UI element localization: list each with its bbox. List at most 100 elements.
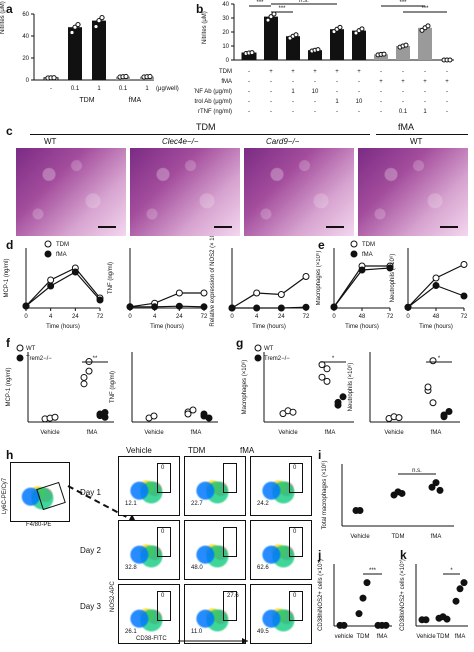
- flow-gate-value-bottom: 32.8: [125, 565, 137, 571]
- g-legend-label-trem2: Trem2−/−: [264, 356, 290, 362]
- panel-j: CD38hiNOS2+ cells (×10⁵) vehicle TDM fMA ***: [316, 546, 400, 647]
- g-legend-label-wt: WT: [264, 346, 274, 352]
- d-x-tick-label: 72: [97, 314, 104, 320]
- b-row-label: rTNF (ng/ml): [198, 109, 232, 115]
- d-series-point: [277, 291, 285, 298]
- a-point: [123, 73, 129, 80]
- a-y-tick-label: 40: [22, 34, 29, 40]
- panel-a-y-label: Nitrites (μM): [0, 1, 6, 34]
- b-row-value: -: [248, 99, 250, 105]
- d-legend-marker-tdm: [44, 240, 52, 248]
- j-sig-text: ***: [369, 568, 377, 574]
- j-point: [355, 610, 363, 618]
- b-row-value: +: [313, 69, 317, 75]
- b-row-value: -: [424, 89, 426, 95]
- f-legend-marker-trem2: [16, 354, 24, 362]
- b-sig-text: ***: [278, 6, 286, 12]
- d-y-label: Relative expression of NOS2 (× 10⁴): [209, 236, 216, 327]
- b-row-value: 1: [291, 89, 295, 95]
- j-x-label: vehicle: [335, 634, 354, 640]
- panel-i-chart: Total macrophages (×10⁶) Vehicle TDM fMA n.s…: [321, 460, 454, 540]
- b-bar: [308, 50, 322, 60]
- gating-x-label: F4/80-PE: [26, 522, 52, 528]
- g-point: [318, 373, 326, 381]
- b-row-value: -: [380, 69, 382, 75]
- f-point: [80, 380, 88, 388]
- b-bar: [374, 54, 388, 60]
- b-row-value: -: [248, 69, 250, 75]
- b-y-tick-label: 40: [222, 2, 229, 8]
- f-point: [51, 413, 59, 421]
- panel-k-chart: CD38loNOS2+ cells (×10⁵) Vehicle TDM fMA *: [399, 559, 468, 640]
- h-col-tdm: TDM: [188, 446, 206, 455]
- b-row-value: -: [446, 89, 448, 95]
- a-y-tick-label: 0: [26, 78, 30, 84]
- f-point: [184, 410, 192, 418]
- flow-plot: 0 26.1: [118, 584, 180, 644]
- flow-plot: 22.7: [184, 456, 246, 516]
- b-y-tick-label: 20: [222, 30, 229, 36]
- g-point: [289, 408, 297, 416]
- panel-c-divider-tdm: [30, 134, 370, 135]
- b-row-value: +: [269, 69, 273, 75]
- b-bar: [418, 27, 432, 60]
- i-x-label: TDM: [392, 534, 405, 540]
- b-row-value: +: [291, 69, 295, 75]
- d-series-point: [200, 303, 208, 311]
- d-series-point: [22, 302, 30, 310]
- flow-density: [125, 535, 173, 571]
- b-sig-text: ***: [399, 0, 407, 6]
- flow-plot: 48.0: [184, 520, 246, 580]
- f-x-label-vehicle: Vehicle: [40, 430, 60, 436]
- flow-gate-value-top: 0: [161, 593, 165, 599]
- e-series-point: [432, 274, 440, 282]
- gating-y-label: Ly6C-PE/Cy7: [2, 477, 8, 514]
- d-series-line: [25, 267, 101, 307]
- flow-gate: [157, 463, 171, 493]
- b-bar: [330, 29, 344, 60]
- e-x-tick-label: 0: [332, 314, 336, 320]
- d-series-point: [47, 282, 55, 290]
- e-x-label: Time (hours): [345, 324, 379, 330]
- i-x-label: Vehicle: [350, 534, 370, 540]
- e-series-point: [460, 261, 468, 268]
- flow-plot: 27.6 11.0: [184, 584, 246, 644]
- d-series-point: [277, 304, 285, 312]
- k-sig-text: *: [450, 568, 453, 574]
- b-point: [293, 32, 299, 38]
- i-x-label: fMA: [431, 534, 442, 540]
- b-row-value: -: [248, 89, 250, 95]
- d-series-line: [129, 292, 204, 308]
- g-sig-text: *: [332, 356, 335, 362]
- b-row-value: -: [380, 99, 382, 105]
- b-row-value: 1: [423, 109, 427, 115]
- panel-d: 0 4 24 72 Time (hours) MCP-1 (ng/ml) 0 4 24 72 Tim…: [0, 229, 318, 336]
- g-point: [440, 411, 448, 419]
- panel-a: 0 20 40 60-0.1 1 0.1 1 TDM fMA (μg/well) Nitrites…: [0, 0, 190, 120]
- panel-c-header-tdm: TDM: [196, 122, 216, 132]
- e-x-tick-label: 72: [387, 314, 394, 320]
- flow-density: [191, 471, 239, 507]
- d-x-tick-label: 0: [230, 314, 234, 320]
- scale-bar-1: [98, 226, 116, 228]
- d-series-line: [231, 276, 307, 309]
- panel-g-charts: WT Trem2−/− Macrophages (×10⁶) Vehicle fMA * N…: [241, 344, 460, 436]
- d-legend-label-tdm: TDM: [56, 242, 69, 248]
- a-x-tick-label: 0.1: [71, 86, 80, 92]
- flow-plot: 0 62.6: [250, 520, 312, 580]
- b-row-value: +: [379, 79, 383, 85]
- d-x-tick-label: 4: [153, 314, 157, 320]
- b-row-value: -: [424, 99, 426, 105]
- flow-gate-value-bottom: 11.0: [191, 629, 203, 635]
- j-y-label: CD38hiNOS2+ cells (×10⁵): [317, 559, 324, 631]
- j-x-label: TDM: [357, 634, 370, 640]
- panel-b-chart: 0 10 20 30 40 *** *** n.s. *** *** TDM - + + + + + - - - - fM…: [184, 0, 454, 115]
- flow-plot: 0 24.2: [250, 456, 312, 516]
- b-row-value: -: [248, 109, 250, 115]
- f-x-label-fma: fMA: [191, 430, 202, 436]
- f-x-label-vehicle: Vehicle: [144, 430, 164, 436]
- f-legend-marker-wt: [16, 344, 24, 352]
- b-row-value: -: [446, 69, 448, 75]
- i-point: [356, 507, 364, 514]
- flow-gate-value-bottom: 48.0: [191, 565, 203, 571]
